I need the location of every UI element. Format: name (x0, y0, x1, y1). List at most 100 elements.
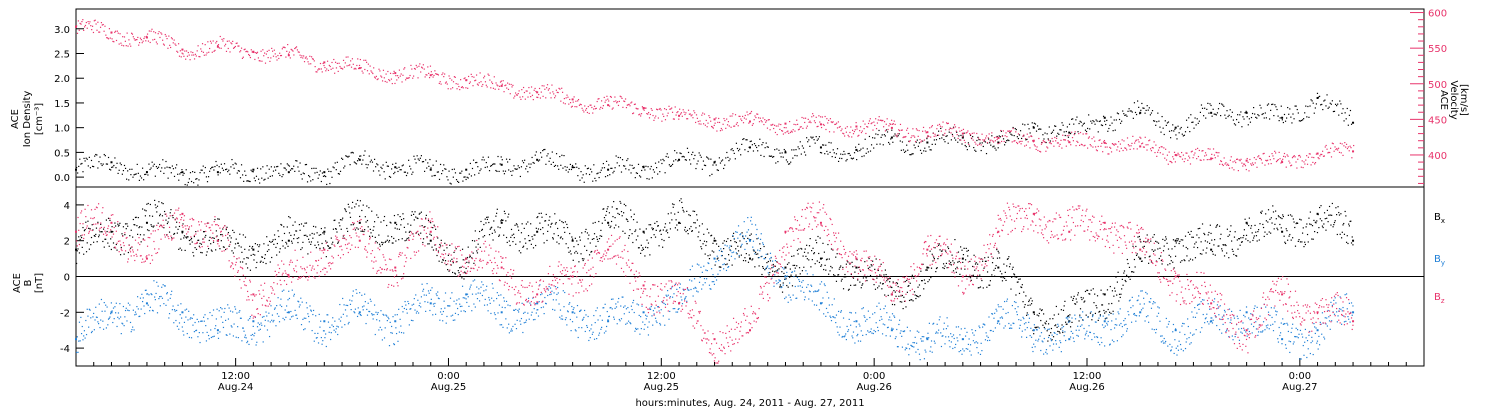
bx-dot (601, 235, 603, 237)
bx-dot (1235, 254, 1237, 257)
velocity-dot (662, 113, 664, 115)
bx-dot (149, 203, 151, 206)
velocity-dot (968, 143, 970, 146)
bx-dot (739, 240, 741, 242)
bx-dot (904, 280, 906, 283)
velocity-dot (256, 51, 259, 53)
bx-dot (418, 213, 420, 215)
velocity-dot (746, 111, 748, 113)
bx-dot (408, 231, 410, 233)
velocity-dot (600, 106, 602, 108)
density-dot (1191, 121, 1193, 124)
bx-dot (1226, 228, 1228, 230)
velocity-dot (222, 40, 224, 42)
by-dot (188, 336, 191, 339)
density-dot (283, 167, 285, 169)
density-dot (347, 156, 349, 158)
velocity-dot (1268, 155, 1271, 158)
bx-dot (767, 260, 769, 263)
bx-dot (483, 223, 485, 226)
bx-dot (1147, 240, 1149, 242)
density-dot (252, 171, 254, 173)
bx-dot (127, 225, 129, 227)
density-dot (1118, 118, 1121, 121)
bx-dot (1231, 248, 1233, 250)
by-dot (77, 351, 79, 353)
velocity-dot (405, 79, 407, 81)
bx-dot (718, 266, 720, 268)
bx-dot (785, 278, 787, 280)
velocity-dot (888, 125, 890, 127)
velocity-point (1281, 161, 1284, 164)
bx-dot (866, 279, 868, 282)
density-dot (530, 163, 532, 165)
bx-dot (637, 235, 639, 237)
bx-dot (544, 220, 546, 222)
bx-dot (105, 219, 107, 221)
density-dot (790, 161, 792, 163)
density-dot (312, 179, 314, 181)
bx-dot (1199, 227, 1201, 230)
velocity-dot (668, 105, 670, 107)
velocity-dot (143, 37, 145, 40)
bx-dot (618, 226, 620, 228)
bx-dot (157, 222, 159, 224)
bx-dot (519, 241, 521, 243)
density-point (465, 168, 468, 171)
velocity-dot (387, 70, 389, 73)
bx-dot (910, 299, 912, 301)
velocity-dot (855, 122, 857, 124)
velocity-dot (641, 106, 644, 108)
velocity-dot (1351, 157, 1353, 159)
velocity-dot (824, 115, 826, 118)
bx-dot (1142, 246, 1144, 248)
bx-dot (1252, 239, 1254, 242)
bx-dot (1028, 300, 1030, 303)
density-dot (117, 172, 119, 175)
velocity-dot (325, 70, 327, 72)
bx-dot (376, 242, 379, 244)
by-dot (159, 296, 161, 298)
velocity-dot (476, 83, 479, 85)
density-point (110, 161, 113, 164)
bx-dot (870, 264, 872, 266)
density-point (1174, 126, 1177, 129)
density-dot (1038, 128, 1040, 130)
bx-dot (478, 238, 480, 240)
bx-dot (1074, 303, 1076, 305)
velocity-dot (757, 117, 760, 119)
velocity-dot (577, 98, 580, 101)
velocity-dot (399, 75, 401, 77)
by-dot (222, 321, 224, 323)
density-dot (1281, 119, 1283, 121)
bx-dot (308, 241, 310, 243)
bx-dot (175, 226, 177, 228)
density-dot (101, 164, 103, 167)
velocity-dot (1260, 159, 1263, 161)
density-dot (411, 173, 413, 175)
velocity-dot (1339, 142, 1341, 144)
velocity-dot (452, 87, 454, 89)
bx-dot (1103, 309, 1105, 312)
density-dot (259, 182, 261, 184)
velocity-dot (916, 129, 918, 131)
density-dot (862, 147, 864, 149)
bx-dot (800, 247, 802, 250)
velocity-dot (1287, 155, 1289, 157)
bx-dot (162, 203, 164, 205)
bx-dot (1021, 286, 1023, 289)
velocity-dot (463, 77, 465, 80)
velocity-dot (868, 120, 871, 122)
bx-dot (671, 219, 673, 221)
density-dot (501, 159, 503, 161)
density-dot (1093, 121, 1095, 123)
density-dot (536, 159, 539, 161)
bx-dot (1334, 220, 1336, 222)
velocity-dot (671, 107, 673, 109)
velocity-dot (202, 51, 205, 53)
bx-dot (971, 274, 973, 277)
bx-dot (90, 236, 93, 239)
density-dot (735, 142, 738, 144)
velocity-dot (537, 96, 539, 99)
by-point (394, 320, 397, 323)
